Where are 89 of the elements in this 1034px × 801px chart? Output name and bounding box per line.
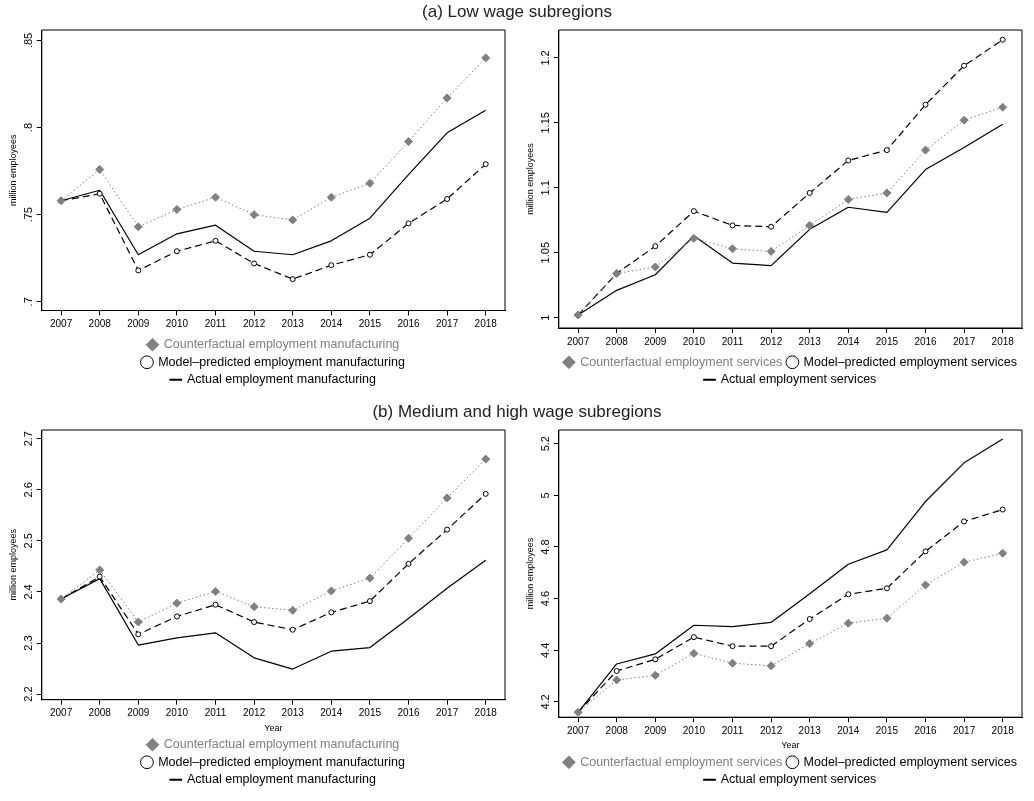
y-tick-label: 1 — [538, 314, 551, 321]
x-tick-label: 2010 — [682, 335, 706, 347]
x-tick-label: 2009 — [644, 724, 667, 736]
legend-label: Counterfactual employment manufacturing — [163, 737, 400, 752]
x-tick-label: 2017 — [952, 335, 976, 347]
x-tick-label: 2014 — [320, 707, 343, 719]
y-tick-label: 5.2 — [538, 436, 551, 452]
x-tick-label: 2016 — [397, 707, 421, 719]
y-tick-label: 5 — [538, 492, 551, 499]
legend-label: Actual employment services — [720, 372, 877, 387]
x-tick-label: 2017 — [435, 707, 459, 719]
y-tick-label: 1.1 — [538, 180, 551, 196]
y-tick-label: .7 — [21, 297, 34, 307]
y-tick-label: 2.4 — [21, 584, 34, 600]
x-tick-label: 2008 — [88, 318, 112, 330]
x-tick-label: 2018 — [474, 707, 498, 719]
x-tick-label: 2018 — [474, 318, 498, 330]
legend-label: Counterfactual employment manufacturing — [163, 337, 400, 352]
x-tick-label: 2009 — [644, 335, 667, 347]
y-tick-label: 2.5 — [21, 533, 34, 549]
x-tick-label: 2016 — [397, 318, 421, 330]
x-tick-label: 2013 — [281, 707, 305, 719]
x-tick-label: 2015 — [358, 318, 382, 330]
x-tick-label: 2007 — [49, 707, 73, 719]
y-axis-title: million employees — [7, 133, 18, 207]
x-tick-label: 2011 — [204, 707, 227, 719]
legend-label: Counterfactual employment services — [580, 754, 783, 769]
x-tick-label: 2012 — [759, 335, 783, 347]
chart-title: (b) Medium and high wage subregions — [371, 402, 663, 422]
y-tick-label: 4.4 — [538, 642, 551, 658]
x-tick-label: 2011 — [204, 318, 227, 330]
x-axis-title: Year — [264, 722, 283, 733]
y-tick-label: 2.2 — [21, 686, 34, 702]
x-tick-label: 2008 — [88, 707, 112, 719]
chart-title: (a) Low wage subregions — [421, 2, 613, 22]
legend-label: Model–predicted employment services — [803, 754, 1017, 769]
x-tick-label: 2016 — [914, 335, 938, 347]
x-tick-label: 2017 — [435, 318, 459, 330]
y-tick-label: 2.6 — [21, 482, 34, 498]
x-tick-label: 2015 — [875, 724, 899, 736]
x-tick-label: 2011 — [721, 724, 744, 736]
y-tick-label: .85 — [21, 32, 34, 49]
x-tick-label: 2013 — [798, 335, 822, 347]
legend-label: Model–predicted employment services — [803, 354, 1017, 369]
x-tick-label: 2012 — [759, 724, 783, 736]
x-tick-label: 2010 — [682, 724, 706, 736]
x-tick-label: 2009 — [127, 318, 150, 330]
y-tick-label: 4.6 — [538, 591, 551, 607]
x-tick-label: 2012 — [242, 707, 266, 719]
x-tick-label: 2010 — [165, 318, 189, 330]
x-tick-label: 2012 — [242, 318, 266, 330]
y-tick-label: 4.8 — [538, 539, 551, 555]
x-tick-label: 2018 — [991, 724, 1015, 736]
legend-label: Model–predicted employment manufacturing — [158, 754, 405, 769]
x-tick-label: 2008 — [605, 724, 629, 736]
y-axis-title: million employees — [524, 142, 535, 215]
x-tick-label: 2013 — [798, 724, 822, 736]
y-tick-label: .8 — [21, 122, 34, 133]
x-tick-label: 2014 — [837, 724, 860, 736]
x-tick-label: 2014 — [320, 318, 343, 330]
x-tick-label: 2010 — [165, 707, 189, 719]
x-tick-label: 2014 — [837, 335, 860, 347]
y-tick-label: 4.2 — [538, 694, 551, 710]
x-tick-label: 2007 — [49, 318, 73, 330]
legend-label: Counterfactual employment services — [580, 354, 783, 369]
y-axis-title: million employees — [524, 537, 535, 610]
x-tick-label: 2013 — [281, 318, 305, 330]
y-tick-label: 1.15 — [538, 112, 551, 134]
x-tick-label: 2011 — [721, 335, 744, 347]
x-tick-label: 2016 — [914, 724, 938, 736]
x-tick-label: 2008 — [605, 335, 629, 347]
y-tick-label: 1.05 — [538, 241, 551, 264]
y-tick-label: 2.3 — [21, 635, 34, 651]
x-tick-label: 2007 — [566, 335, 590, 347]
legend-label: Actual employment manufacturing — [187, 372, 377, 387]
y-axis-title: million employees — [7, 528, 18, 601]
x-tick-label: 2015 — [358, 707, 382, 719]
y-tick-label: 1.2 — [538, 50, 551, 66]
x-tick-label: 2018 — [991, 335, 1015, 347]
x-tick-label: 2017 — [952, 724, 976, 736]
y-tick-label: .75 — [21, 207, 34, 223]
x-tick-label: 2015 — [875, 335, 899, 347]
x-tick-label: 2007 — [566, 724, 590, 736]
x-axis-title: Year — [781, 740, 800, 751]
legend-label: Actual employment services — [720, 772, 877, 787]
legend-label: Model–predicted employment manufacturing — [158, 354, 405, 369]
legend-label: Actual employment manufacturing — [187, 772, 377, 787]
x-tick-label: 2009 — [127, 707, 150, 719]
y-tick-label: 2.7 — [21, 431, 34, 447]
